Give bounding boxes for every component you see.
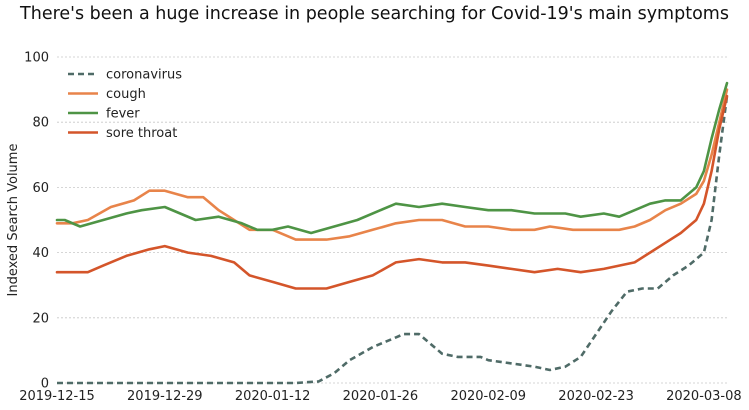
y-tick-label: 40 — [32, 246, 49, 261]
legend-label: fever — [106, 107, 140, 122]
x-tick-label: 2019-12-15 — [19, 389, 95, 404]
x-tick-label: 2020-01-26 — [343, 389, 419, 404]
series-line-coronavirus — [57, 95, 729, 385]
y-tick-label: 60 — [32, 181, 49, 196]
y-tick-label: 20 — [32, 311, 49, 326]
chart-title: There's been a huge increase in people s… — [20, 4, 729, 24]
x-tick-label: 2019-12-29 — [127, 389, 203, 404]
legend-label: cough — [106, 87, 146, 102]
y-tick-label: 100 — [24, 51, 49, 66]
series-line-sore-throat — [55, 94, 729, 290]
legend-label: coronavirus — [106, 68, 182, 83]
y-axis-label: Indexed Search Volume — [6, 144, 21, 297]
series-line-fever — [55, 81, 729, 235]
legend: coronavirus cough fever sore throat — [68, 68, 182, 141]
y-tick-label: 0 — [41, 377, 49, 392]
series-lines — [55, 81, 729, 385]
x-tick-label: 2020-01-12 — [235, 389, 311, 404]
series-line-cough — [55, 88, 729, 241]
gridlines — [57, 56, 727, 384]
x-tick-label: 2020-02-23 — [558, 389, 634, 404]
x-tick-label: 2020-02-09 — [450, 389, 526, 404]
y-tick-label: 80 — [32, 116, 49, 131]
axis-ticks: 0 20 40 60 80 100 2019-12-15 2019-12-29 2020-01-… — [19, 51, 741, 405]
x-tick-label: 2020-03-08 — [666, 389, 742, 404]
legend-label: sore throat — [106, 126, 177, 141]
